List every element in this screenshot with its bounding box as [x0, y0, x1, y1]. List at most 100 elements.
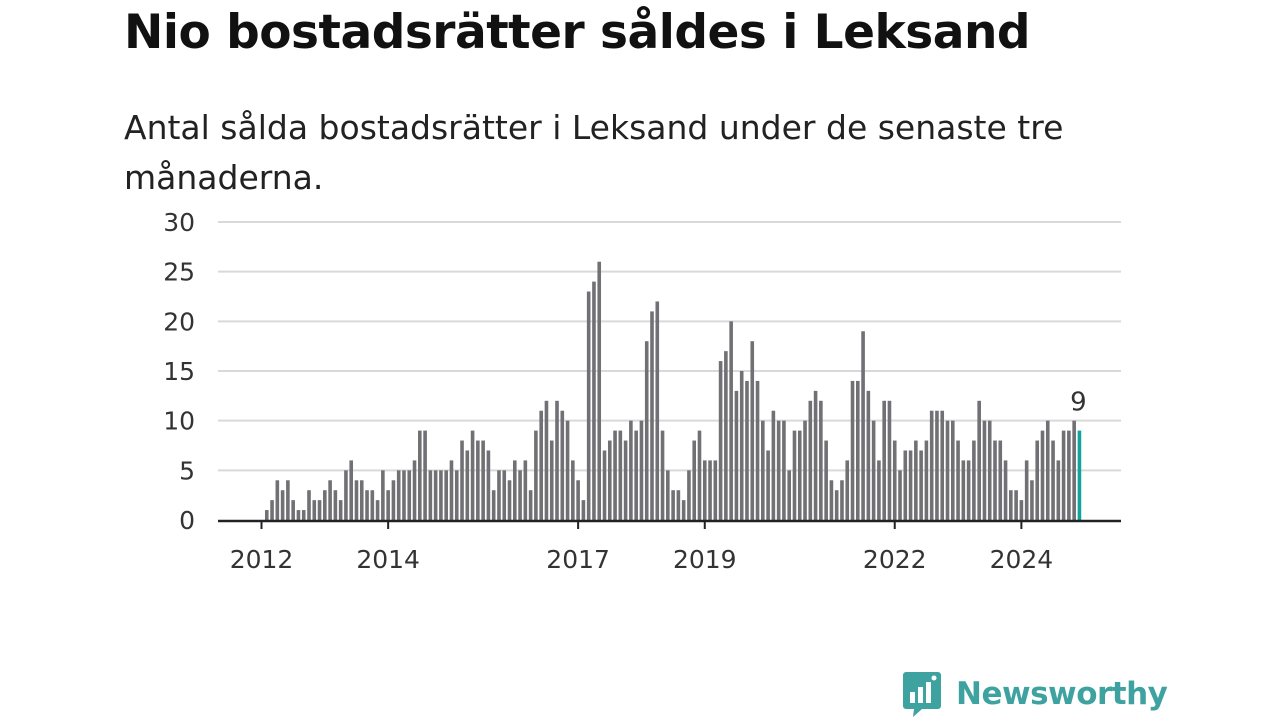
bar — [1014, 490, 1018, 520]
bar — [623, 440, 628, 520]
bar — [724, 351, 728, 520]
bar — [671, 490, 675, 520]
bar — [1024, 460, 1029, 520]
bar — [323, 490, 327, 520]
bar — [1009, 490, 1013, 520]
bar — [914, 440, 918, 520]
grid-lines — [218, 221, 1121, 472]
y-tick-label: 25 — [163, 258, 195, 287]
bar — [808, 400, 813, 520]
bar — [929, 410, 934, 520]
bar — [950, 420, 955, 520]
bar — [381, 470, 385, 520]
bar — [629, 420, 633, 520]
x-tick-label: 2022 — [863, 545, 927, 574]
bar — [755, 380, 760, 520]
bar — [344, 470, 348, 520]
bar — [792, 430, 797, 520]
bar — [555, 400, 559, 520]
bar — [882, 400, 886, 520]
bar — [470, 430, 475, 520]
bar — [935, 410, 939, 520]
bar — [845, 460, 850, 520]
brand-name: Newsworthy — [956, 676, 1168, 712]
bar — [966, 460, 971, 520]
bar — [692, 440, 697, 520]
y-tick-label: 0 — [179, 506, 195, 535]
bars — [264, 261, 1082, 520]
bar — [829, 480, 834, 520]
last-value-label: 9 — [1070, 388, 1087, 418]
bar — [871, 420, 876, 520]
bar — [987, 420, 992, 520]
bar — [924, 440, 929, 520]
bar — [370, 490, 375, 520]
bar — [702, 460, 707, 520]
bar — [644, 341, 649, 520]
bar — [650, 311, 654, 520]
bar — [1067, 430, 1071, 520]
bar — [602, 450, 607, 520]
bar — [607, 440, 612, 520]
bar — [687, 470, 691, 520]
bar — [787, 470, 791, 520]
bar — [850, 380, 855, 520]
bar — [433, 470, 438, 520]
bar — [386, 490, 390, 520]
bar — [565, 420, 570, 520]
bar — [507, 480, 512, 520]
bar — [666, 470, 670, 520]
bar — [270, 500, 274, 520]
bar — [993, 440, 997, 520]
bar — [634, 430, 638, 520]
bar — [264, 510, 269, 520]
x-tick-label: 2019 — [673, 545, 737, 574]
x-tick-label: 2012 — [230, 545, 294, 574]
bar — [486, 450, 491, 520]
bar — [560, 410, 565, 520]
bar — [713, 460, 718, 520]
bar — [1019, 500, 1024, 520]
bar — [803, 420, 807, 520]
bar — [418, 430, 422, 520]
bar — [739, 371, 744, 520]
y-tick-label: 15 — [163, 357, 195, 386]
bar — [465, 450, 470, 520]
bar-highlight — [1077, 430, 1082, 520]
bar — [491, 490, 496, 520]
bar — [797, 430, 802, 520]
bar — [1040, 430, 1045, 520]
y-tick-label: 20 — [163, 307, 195, 336]
bar — [771, 410, 776, 520]
bar — [919, 450, 923, 520]
bar — [481, 440, 485, 520]
bar — [750, 341, 755, 520]
bar — [581, 500, 586, 520]
bar — [312, 500, 317, 520]
bar — [286, 480, 290, 520]
x-axis-ticks: 2012 2014 2017 2019 2022 2024 — [230, 521, 1053, 574]
bar — [407, 470, 412, 520]
bar — [903, 450, 908, 520]
bar — [776, 420, 781, 520]
bar — [697, 430, 702, 520]
bar — [365, 490, 369, 520]
bar — [328, 480, 332, 520]
bar — [275, 480, 280, 520]
bar — [892, 440, 897, 520]
bar — [597, 261, 602, 520]
bar — [982, 420, 987, 520]
bar — [856, 380, 860, 520]
bar — [1003, 460, 1008, 520]
bar — [539, 410, 543, 520]
bar — [497, 470, 501, 520]
bar — [961, 460, 966, 520]
bar — [639, 420, 644, 520]
newsworthy-logo: Newsworthy — [902, 670, 1168, 718]
bar — [280, 490, 285, 520]
bar — [745, 380, 749, 520]
bar — [977, 400, 981, 520]
bar — [523, 460, 528, 520]
y-tick-label: 10 — [163, 407, 195, 436]
bar — [908, 450, 913, 520]
